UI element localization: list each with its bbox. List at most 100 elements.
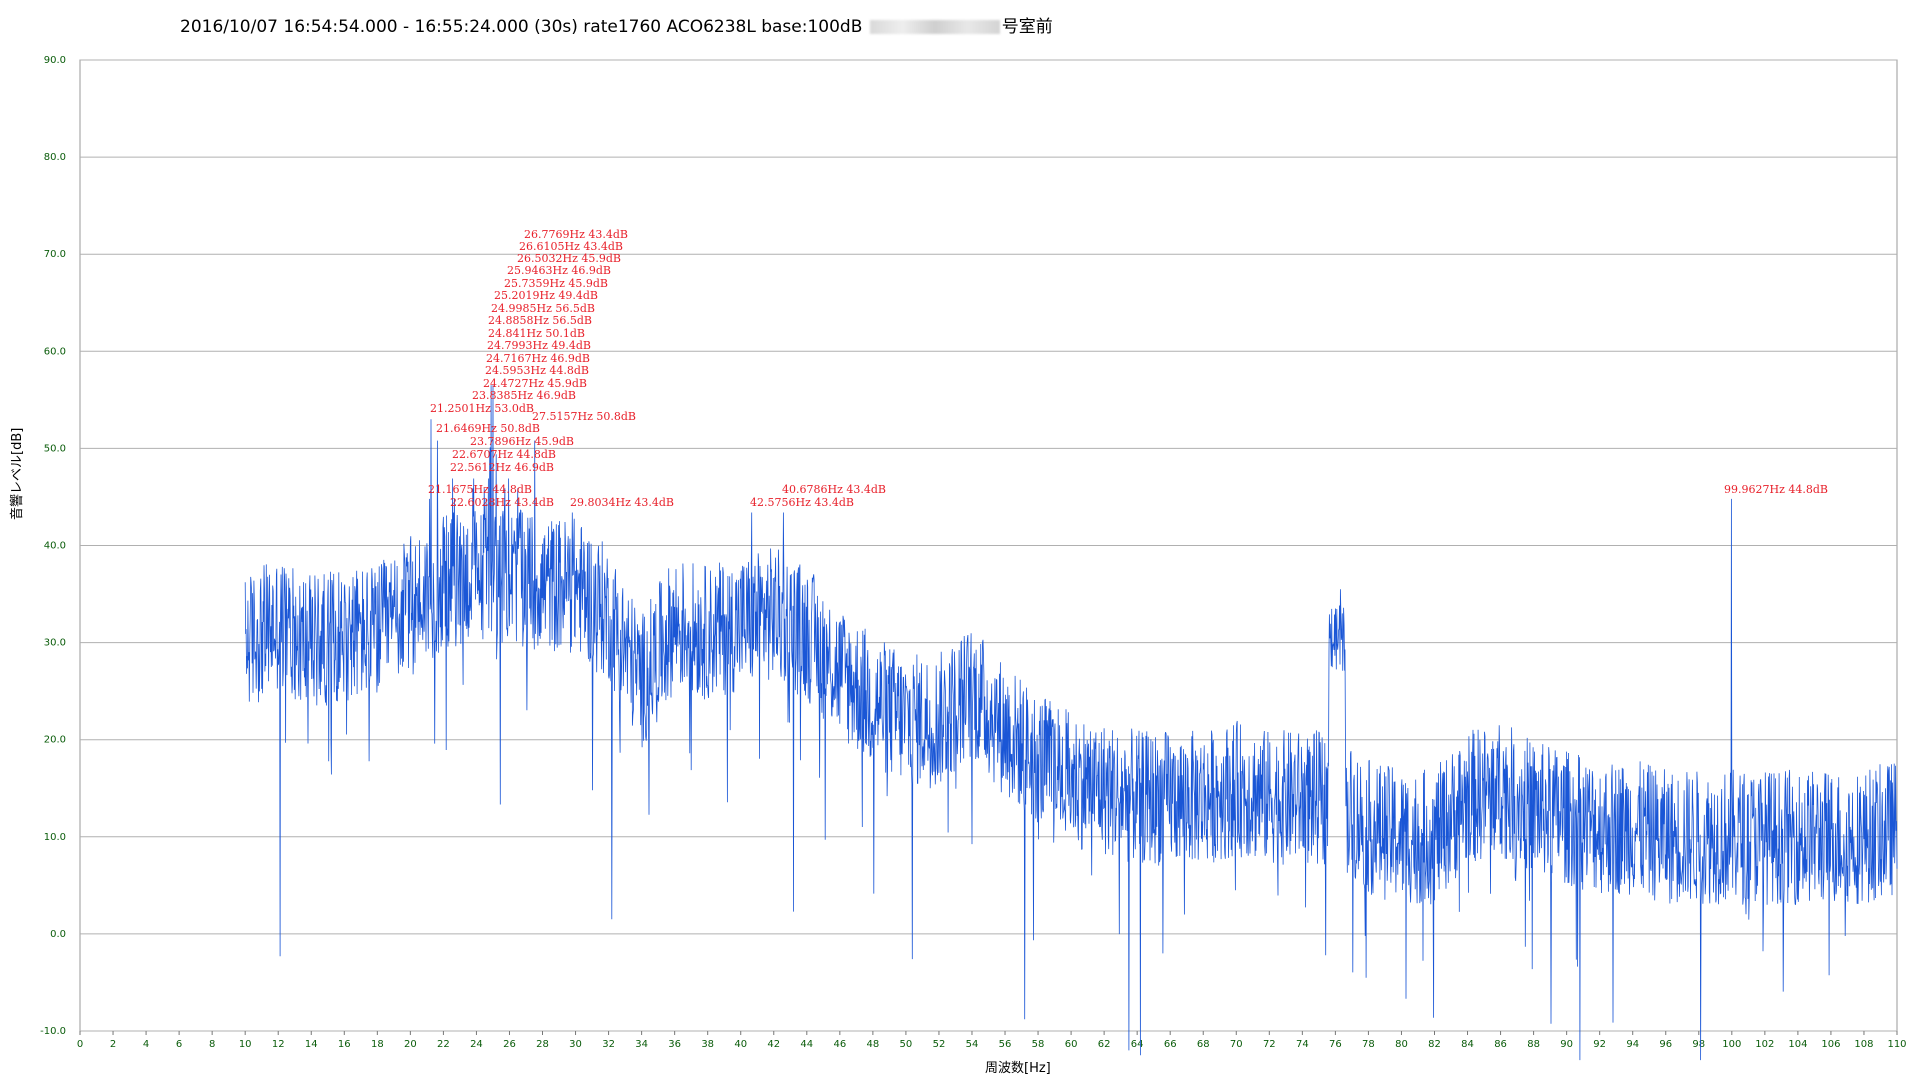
x-tick-label: 22: [437, 1039, 450, 1050]
x-tick-label: 26: [503, 1039, 516, 1050]
peak-annotation-label: 23.8385Hz 46.9dB: [472, 389, 576, 402]
x-tick-label: 52: [933, 1039, 946, 1050]
y-tick-label: 80.0: [44, 152, 66, 163]
x-tick-label: 94: [1626, 1039, 1639, 1050]
x-tick-label: 24: [470, 1039, 483, 1050]
x-tick-label: 8: [209, 1039, 215, 1050]
peak-annotation-label: 22.6707Hz 44.8dB: [452, 448, 556, 461]
y-tick-label: 10.0: [44, 832, 66, 843]
x-tick-label: 68: [1197, 1039, 1210, 1050]
peak-annotation-label: 24.841Hz 50.1dB: [488, 327, 585, 340]
y-tick-label: 70.0: [44, 249, 66, 260]
peak-annotation-label: 26.5032Hz 45.9dB: [517, 252, 621, 265]
peak-annotation-label: 24.5953Hz 44.8dB: [485, 364, 589, 377]
redacted-location: [869, 20, 1000, 34]
peak-annotation-label: 25.7359Hz 45.9dB: [504, 277, 608, 290]
plot-area: [244, 385, 1898, 1061]
x-tick-label: 58: [1032, 1039, 1045, 1050]
y-axis-label: 音響レベル[dB]: [10, 427, 25, 520]
peak-annotation-label: 42.5756Hz 43.4dB: [750, 496, 854, 509]
x-tick-label: 34: [635, 1039, 648, 1050]
x-tick-label: 28: [536, 1039, 549, 1050]
peak-annotation-label: 25.2019Hz 49.4dB: [494, 289, 598, 302]
x-tick-label: 72: [1263, 1039, 1276, 1050]
peak-annotation-label: 24.8858Hz 56.5dB: [488, 314, 592, 327]
y-tick-label: 20.0: [44, 735, 66, 746]
x-tick-label: 84: [1461, 1039, 1474, 1050]
x-tick-label: 88: [1527, 1039, 1540, 1050]
x-tick-label: 104: [1788, 1039, 1807, 1050]
peak-annotation-label: 24.9985Hz 56.5dB: [491, 302, 595, 315]
peak-annotation-label: 24.7167Hz 46.9dB: [486, 352, 590, 365]
peak-annotation-label: 22.6028Hz 43.4dB: [450, 496, 554, 509]
x-tick-label: 74: [1296, 1039, 1309, 1050]
y-tick-label: 0.0: [50, 929, 66, 940]
x-tick-label: 100: [1722, 1039, 1741, 1050]
x-tick-label: 82: [1428, 1039, 1441, 1050]
x-tick-label: 110: [1887, 1039, 1906, 1050]
y-axis-ticks: -10.0 0.0 10.0 20.0 30.0 40.0 50.0 60.0 70.0 80.0…: [40, 55, 66, 1037]
x-tick-label: 86: [1494, 1039, 1507, 1050]
x-tick-label: 102: [1755, 1039, 1774, 1050]
y-tick-label: 50.0: [44, 443, 66, 454]
peak-annotation-label: 29.8034Hz 43.4dB: [570, 496, 674, 509]
x-tick-label: 12: [272, 1039, 285, 1050]
peak-annotation-label: 40.6786Hz 43.4dB: [782, 483, 886, 496]
x-tick-label: 54: [966, 1039, 979, 1050]
x-tick-label: 6: [176, 1039, 182, 1050]
chart-title-text: 2016/10/07 16:54:54.000 - 16:55:24.000 (…: [180, 17, 868, 37]
peak-annotation-label: 21.2501Hz 53.0dB: [430, 402, 534, 415]
x-tick-label: 10: [239, 1039, 252, 1050]
y-tick-label: 90.0: [44, 55, 66, 66]
x-tick-label: 92: [1593, 1039, 1606, 1050]
x-tick-label: 38: [701, 1039, 714, 1050]
peak-annotation-label: 23.7896Hz 45.9dB: [470, 435, 574, 448]
x-tick-label: 80: [1395, 1039, 1408, 1050]
x-tick-label: 14: [305, 1039, 318, 1050]
x-tick-label: 46: [833, 1039, 846, 1050]
x-tick-label: 64: [1131, 1039, 1144, 1050]
peak-annotation-label: 99.9627Hz 44.8dB: [1724, 483, 1828, 496]
x-tick-label: 20: [404, 1039, 417, 1050]
x-tick-label: 106: [1821, 1039, 1840, 1050]
x-axis-label: 周波数[Hz]: [985, 1061, 1051, 1076]
grid-lines: [79, 59, 1898, 1032]
x-tick-label: 16: [338, 1039, 351, 1050]
chart-title-suffix: 号室前: [1001, 17, 1053, 37]
peak-annotation-label: 21.1675Hz 44.8dB: [428, 483, 532, 496]
x-axis-ticks: 0 2 4 6 8 10 12 14 16 18 20 22 24 26 28 30 32 34 36 38 40 42 4…: [77, 1031, 1907, 1050]
x-tick-label: 98: [1692, 1039, 1705, 1050]
x-tick-label: 36: [668, 1039, 681, 1050]
peak-annotation-label: 21.6469Hz 50.8dB: [436, 422, 540, 435]
peak-annotation-label: 22.5612Hz 46.9dB: [450, 461, 554, 474]
x-tick-label: 90: [1560, 1039, 1573, 1050]
x-tick-label: 32: [602, 1039, 615, 1050]
x-tick-label: 30: [569, 1039, 582, 1050]
x-tick-label: 44: [800, 1039, 813, 1050]
chart-title: 2016/10/07 16:54:54.000 - 16:55:24.000 (…: [180, 12, 1053, 37]
x-tick-label: 66: [1164, 1039, 1177, 1050]
x-tick-label: 78: [1362, 1039, 1375, 1050]
x-tick-label: 56: [999, 1039, 1012, 1050]
x-tick-label: 0: [77, 1039, 83, 1050]
peak-annotation-label: 26.6105Hz 43.4dB: [519, 240, 623, 253]
x-tick-label: 108: [1854, 1039, 1873, 1050]
y-tick-label: 30.0: [44, 638, 66, 649]
y-tick-label: -10.0: [40, 1026, 66, 1037]
peak-annotation-label: 24.4727Hz 45.9dB: [483, 377, 587, 390]
x-tick-label: 40: [734, 1039, 747, 1050]
peak-annotation-label: 25.9463Hz 46.9dB: [507, 264, 611, 277]
x-tick-label: 70: [1230, 1039, 1243, 1050]
x-tick-label: 62: [1098, 1039, 1111, 1050]
y-tick-label: 40.0: [44, 541, 66, 552]
x-tick-label: 76: [1329, 1039, 1342, 1050]
peak-annotation-label: 26.7769Hz 43.4dB: [524, 228, 628, 241]
x-tick-label: 2: [110, 1039, 116, 1050]
x-tick-label: 42: [767, 1039, 780, 1050]
x-tick-label: 4: [143, 1039, 149, 1050]
peak-annotation-label: 24.7993Hz 49.4dB: [487, 339, 591, 352]
x-tick-label: 18: [371, 1039, 384, 1050]
x-tick-label: 50: [900, 1039, 913, 1050]
